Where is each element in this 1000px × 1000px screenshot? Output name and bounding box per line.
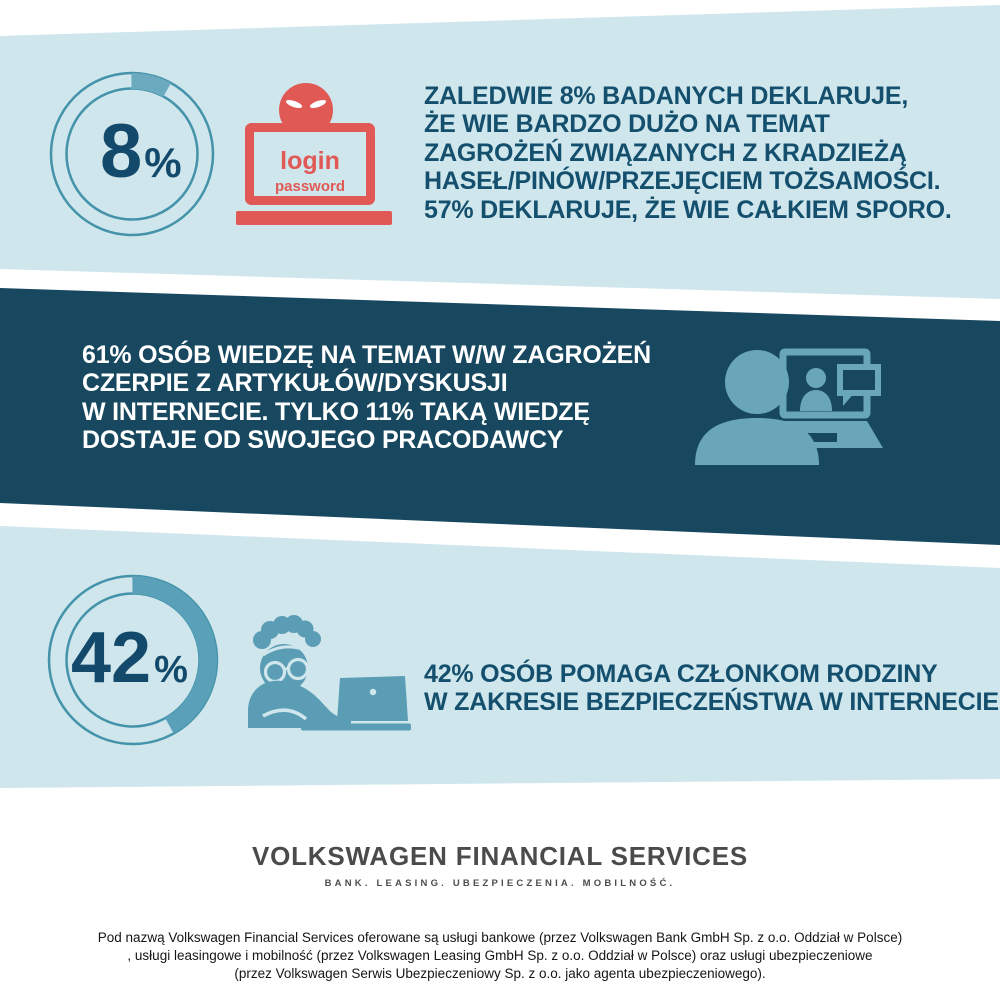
headline-line: W ZAKRESIE BEZPIECZEŃSTWA W INTERNECIE.: [424, 688, 1000, 717]
hairline: [262, 645, 309, 657]
headline-line: 61% OSÓB WIEDZĘ NA TEMAT W/W ZAGROŻEŃ: [82, 341, 651, 369]
video-call-icon: [695, 348, 883, 465]
password-text: password: [275, 178, 345, 195]
screen-person-head: [806, 368, 826, 388]
headline-line: ZAGROŻEŃ ZWIĄZANYCH Z KRADZIEŻĄ: [424, 138, 907, 167]
percent-sign: %: [144, 139, 182, 186]
headline-line: ZALEDWIE 8% BADANYCH DEKLARUJE,: [424, 82, 909, 110]
headline-line: HASEŁ/PINÓW/PRZEJĘCIEM TOŻSAMOŚCI.: [424, 167, 941, 196]
laptop-screen: [245, 123, 375, 205]
hacker-eye-left: [285, 99, 303, 109]
legal-disclaimer: Pod nazwą Volkswagen Financial Services …: [0, 929, 1000, 983]
donut-number: 8: [100, 109, 143, 194]
speech-bubble: [837, 364, 881, 396]
percent-sign: %: [154, 649, 188, 691]
legal-line: (przez Volkswagen Serwis Ubezpieczeniowy…: [234, 966, 766, 981]
headline-line: CZERPIE Z ARTYKUŁÓW/DYSKUSJI: [82, 369, 508, 398]
grandma-laptop-icon: [248, 615, 411, 731]
viewer-head: [725, 350, 789, 414]
hacker-eye-right: [309, 99, 327, 109]
donut-chart-42-percent: [47, 574, 219, 746]
laptop-lid: [337, 676, 408, 721]
glasses-bridge: [282, 666, 290, 672]
arm-line: [262, 708, 308, 721]
login-text: login: [280, 147, 340, 175]
donut-value-8: 8 %: [100, 114, 182, 190]
viewer-shoulders: [695, 418, 819, 465]
legal-line: , usługi leasingowe i mobilność (przez V…: [127, 948, 873, 963]
middle-headline: 61% OSÓB WIEDZĘ NA TEMAT W/W ZAGROŻEŃ CZ…: [82, 341, 651, 455]
headline-line: DOSTAJE OD SWOJEGO PRACODAWCY: [82, 426, 564, 455]
donut-number: 42: [71, 618, 152, 698]
headline-line: 42% OSÓB POMAGA CZŁONKOM RODZINY: [424, 660, 938, 688]
hacker-laptop-icon: login password: [236, 83, 392, 225]
donut-chart-8-percent: [49, 71, 215, 237]
donut-arc-segment: [51, 73, 213, 235]
laptop-base-notch: [793, 433, 837, 442]
headline-line: 57% DEKLARUJE, ŻE WIE CAŁKIEM SPORO.: [424, 195, 952, 224]
laptop-base: [236, 211, 392, 225]
screen-person-shoulders: [800, 390, 832, 411]
brand-logo: VOLKSWAGEN FINANCIAL SERVICES: [251, 841, 749, 871]
speech-bubble-tail: [843, 391, 856, 406]
donut-value-42: 42 %: [71, 622, 188, 694]
brand-tagline: BANK. LEASING. UBEZPIECZENIA. MOBILNOŚĆ.: [324, 878, 676, 889]
headline-line: ŻE WIE BARDZO DUŻO NA TEMAT: [424, 110, 830, 139]
laptop-keyboard: [301, 723, 411, 731]
top-headline: ZALEDWIE 8% BADANYCH DEKLARUJE, ŻE WIE B…: [424, 82, 952, 224]
headline-line: W INTERNECIE. TYLKO 11% TAKĄ WIEDZĘ: [82, 397, 590, 426]
donut-arc-segment: [49, 576, 217, 744]
family-headline: 42% OSÓB POMAGA CZŁONKOM RODZINY W ZAKRE…: [424, 660, 1000, 717]
legal-line: Pod nazwą Volkswagen Financial Services …: [97, 930, 903, 945]
laptop-logo-dot: [369, 688, 377, 696]
grandma-body: [248, 680, 351, 728]
curly-hair: [253, 615, 321, 649]
